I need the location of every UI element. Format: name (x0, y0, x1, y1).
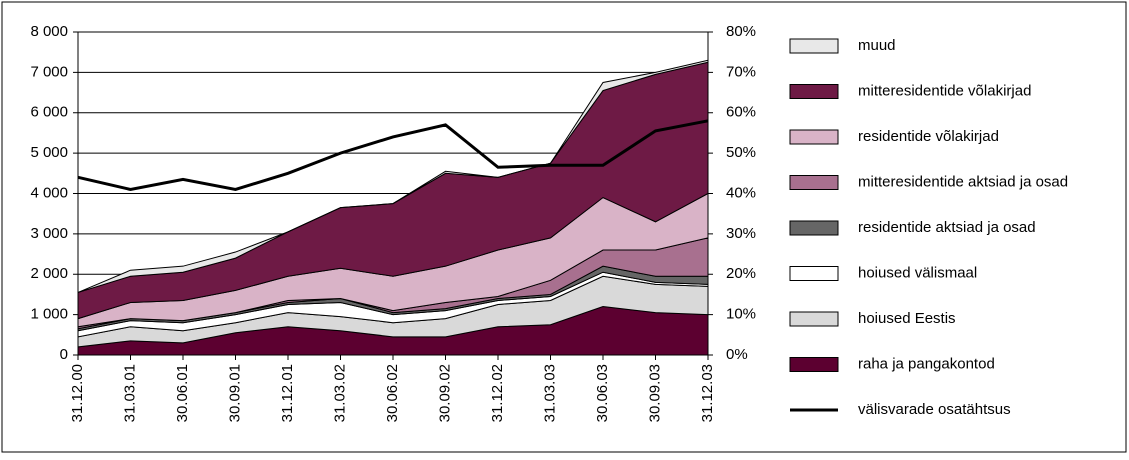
x-tick-label: 31.03.02 (331, 364, 348, 422)
y2-tick-label: 20% (726, 265, 756, 282)
legend-label: muud (858, 37, 896, 54)
legend-label: välisvarade osatähtsus (858, 401, 1011, 418)
y-tick-label: 8 000 (30, 23, 68, 40)
x-tick-label: 30.09.03 (646, 364, 663, 422)
legend-label: mitteresidentide aktsiad ja osad (858, 173, 1068, 190)
legend-swatch (789, 84, 839, 99)
y-tick-label: 5 000 (30, 144, 68, 161)
y2-tick-label: 30% (726, 225, 756, 242)
legend-label: hoiused välismaal (858, 264, 977, 281)
legend-label: mitteresidentide võlakirjad (858, 82, 1031, 99)
y2-tick-label: 40% (726, 184, 756, 201)
x-tick-label: 30.09.01 (226, 364, 243, 422)
legend-label: residentide võlakirjad (858, 128, 999, 145)
x-tick-label: 31.12.00 (69, 364, 86, 422)
y2-tick-label: 0% (726, 346, 748, 363)
y-tick-label: 1 000 (30, 306, 68, 323)
x-tick-label: 30.06.02 (384, 364, 401, 422)
legend-swatch (789, 357, 839, 372)
x-tick-label: 30.06.01 (174, 364, 191, 422)
x-tick-label: 30.06.03 (594, 364, 611, 422)
y-tick-label: 0 (60, 346, 68, 363)
line (77, 119, 709, 192)
y2-tick-label: 80% (726, 23, 756, 40)
x-tick-label: 31.03.03 (541, 364, 558, 422)
x-tick-label: 31.12.01 (279, 364, 296, 422)
legend-swatch (789, 175, 839, 190)
x-tick-label: 31.12.03 (699, 364, 716, 422)
legend-swatch (789, 129, 839, 145)
y-tick-label: 4 000 (30, 184, 68, 201)
x-tick-label: 30.09.02 (436, 364, 453, 422)
legend-label: residentide aktsiad ja osad (858, 219, 1036, 236)
x-tick-label: 31.12.02 (489, 364, 506, 422)
y2-tick-label: 70% (726, 63, 756, 80)
legend-label: raha ja pangakontod (858, 355, 995, 372)
legend-swatch (789, 220, 839, 236)
y2-tick-label: 10% (726, 306, 756, 323)
y2-tick-label: 50% (726, 144, 756, 161)
y2-tick-label: 60% (726, 104, 756, 121)
legend-swatch (789, 311, 839, 327)
legend-swatch (789, 266, 839, 281)
y-tick-label: 3 000 (30, 225, 68, 242)
legend-label: hoiused Eestis (858, 310, 956, 327)
chart-frame (1, 1, 1127, 453)
y-tick-label: 2 000 (30, 265, 68, 282)
y-tick-label: 7 000 (30, 63, 68, 80)
x-tick-label: 31.03.01 (121, 364, 138, 422)
legend-swatch (789, 38, 839, 54)
y-tick-label: 6 000 (30, 104, 68, 121)
